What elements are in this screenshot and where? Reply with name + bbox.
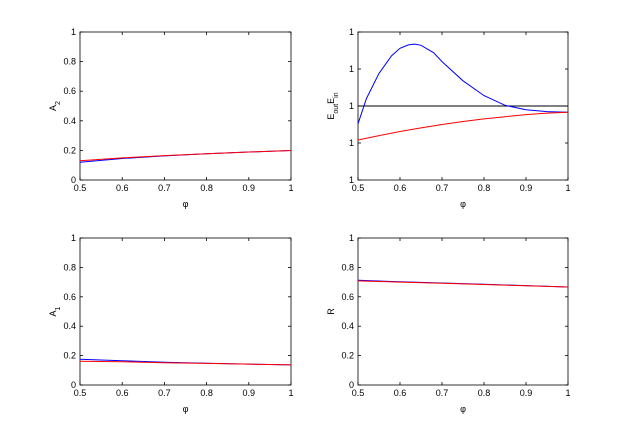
y-tick-label: 1	[349, 101, 354, 111]
axes-frame	[79, 31, 292, 181]
axes-frame	[79, 237, 292, 386]
y-axis-label-main: R	[326, 308, 336, 315]
series-line-red	[79, 150, 292, 162]
panel-r: 0.5 0.6 0.7 0.8 0.9 1 0 0.2 0.4 0.6 0.8 1 φ R	[326, 233, 571, 414]
x-tick-label: 0.7	[436, 183, 449, 193]
x-tick-label: 0.7	[158, 183, 171, 193]
x-tick-label: 0.6	[394, 183, 407, 193]
y-axis-label: R	[326, 308, 336, 315]
x-tick-label: 0.7	[436, 388, 449, 398]
y-axis-label-part: in	[333, 92, 340, 98]
y-tick-label: 1	[71, 27, 76, 37]
y-tick-label: 0.8	[341, 262, 354, 272]
x-tick-label: 0.8	[478, 388, 491, 398]
x-tick-label: 1	[565, 183, 570, 193]
y-axis-label: A2	[48, 101, 62, 111]
x-tick-label: 0.6	[394, 388, 407, 398]
y-tick-label: 0.2	[341, 351, 354, 361]
y-axis-label-part: out	[333, 104, 340, 114]
y-axis-label-part: E	[326, 114, 336, 120]
x-axis-label: φ	[460, 404, 466, 414]
series-line-red	[357, 111, 569, 141]
y-tick-label: 0.2	[63, 145, 76, 155]
y-tick-label: 0.4	[63, 321, 76, 331]
y-axis-label: A1	[48, 306, 62, 316]
y-tick-label: 0.8	[63, 57, 76, 67]
panel-a2: 0.5 0.6 0.7 0.8 0.9 1 0 0.2 0.4 0.6 0.8 1 φ A2	[48, 27, 294, 209]
panel-eout-ein: 0.5 0.6 0.7 0.8 0.9 1 1 1 1 1 1 φ EoutEin	[326, 27, 571, 209]
x-tick-label: 0.9	[520, 183, 533, 193]
series-line-blue	[79, 150, 292, 163]
x-tick-label: 0.9	[520, 388, 533, 398]
y-tick-label: 1	[349, 27, 354, 37]
y-tick-label: 0.4	[341, 321, 354, 331]
x-tick-label: 1	[288, 388, 293, 398]
x-tick-label: 0.7	[158, 388, 171, 398]
y-tick-label: 0.6	[63, 292, 76, 302]
series-line-red	[357, 280, 569, 288]
y-tick-label: 1	[349, 138, 354, 148]
y-tick-label: 0	[71, 380, 76, 390]
x-tick-label: 0.8	[200, 388, 213, 398]
y-tick-label: 0.2	[63, 351, 76, 361]
x-tick-label: 0.9	[243, 388, 256, 398]
x-tick-label: 0.8	[478, 183, 491, 193]
x-axis-label: φ	[183, 199, 189, 209]
x-tick-label: 0.8	[200, 183, 213, 193]
x-tick-label: 0.5	[352, 183, 365, 193]
y-tick-label: 0	[71, 175, 76, 185]
x-axis-label: φ	[183, 404, 189, 414]
y-tick-label: 0	[349, 380, 354, 390]
y-tick-label: 0.6	[63, 86, 76, 96]
y-axis-label-sub: 1	[55, 306, 62, 310]
series-line-blue	[357, 43, 569, 124]
y-axis-label-main: A	[48, 105, 58, 111]
x-tick-label: 0.9	[243, 183, 256, 193]
y-tick-label: 1	[349, 233, 354, 243]
x-tick-label: 0.6	[116, 388, 129, 398]
x-tick-label: 0.6	[116, 183, 129, 193]
axes-frame	[357, 237, 569, 386]
x-tick-label: 0.5	[74, 388, 87, 398]
y-axis-label-part: E	[326, 98, 336, 104]
x-tick-label: 1	[565, 388, 570, 398]
y-tick-label: 1	[349, 64, 354, 74]
y-axis-label: EoutEin	[326, 92, 340, 119]
y-tick-label: 1	[349, 175, 354, 185]
y-tick-label: 0.4	[63, 116, 76, 126]
x-axis-label: φ	[460, 199, 466, 209]
x-tick-label: 0.5	[74, 183, 87, 193]
y-tick-label: 0.8	[63, 262, 76, 272]
series-line-red	[79, 360, 292, 366]
y-tick-label: 1	[71, 233, 76, 243]
y-tick-label: 0.6	[341, 292, 354, 302]
y-axis-label-sub: 2	[55, 101, 62, 105]
y-axis-label-main: A	[48, 310, 58, 316]
x-tick-label: 0.5	[352, 388, 365, 398]
x-tick-label: 1	[288, 183, 293, 193]
